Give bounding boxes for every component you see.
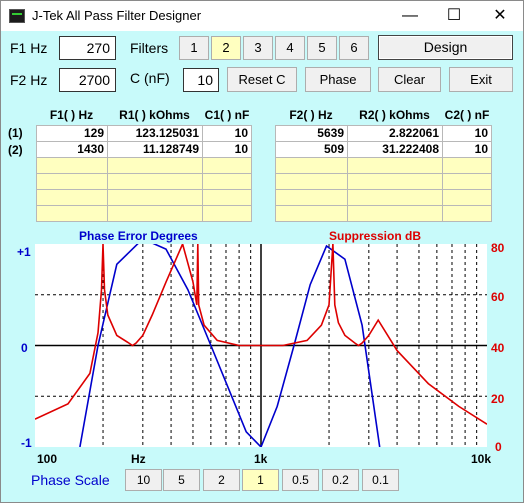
left-tick-top: +1 <box>17 245 31 259</box>
x-tick-100: 100 <box>37 452 58 466</box>
table2-cell <box>275 205 348 222</box>
table2-cell <box>275 173 348 190</box>
table2-cell: 509 <box>275 141 348 158</box>
phase-button[interactable]: Phase <box>305 67 371 92</box>
capacitance-label: C (nF) <box>130 70 170 86</box>
f2-input[interactable]: 2700 <box>59 68 116 92</box>
maximize-button[interactable]: ☐ <box>446 7 462 24</box>
table2-cell <box>442 157 492 174</box>
table1-header-r1: R1( ) kOhms <box>119 108 190 122</box>
table1-cell <box>36 173 108 190</box>
close-button[interactable]: ✕ <box>493 7 507 24</box>
phase-scale-label: Phase Scale <box>31 472 110 488</box>
phase-error-title: Phase Error Degrees <box>79 229 198 243</box>
filter-2-button[interactable]: 2 <box>211 36 241 60</box>
phase-scale-0.1-button[interactable]: 0.1 <box>362 469 399 491</box>
table2-cell <box>442 173 492 190</box>
phase-scale-2-button[interactable]: 2 <box>203 469 240 491</box>
plot-svg <box>34 237 488 449</box>
table1-cell <box>36 205 108 222</box>
right-tick-80: 80 <box>491 241 505 255</box>
phase-scale-10-button[interactable]: 10 <box>125 469 162 491</box>
minimize-button[interactable]: — <box>402 7 418 24</box>
table2-cell: 31.222408 <box>347 141 443 158</box>
table1-cell: 11.128749 <box>107 141 203 158</box>
row-label-1: (1) <box>8 126 23 140</box>
table2-cell: 10 <box>442 125 492 142</box>
table1-cell <box>202 173 252 190</box>
table2-cell <box>347 157 443 174</box>
table1-cell: 10 <box>202 125 252 142</box>
filters-label: Filters <box>130 40 169 56</box>
table2-cell <box>347 173 443 190</box>
filter-1-button[interactable]: 1 <box>179 36 209 60</box>
x-tick-10k: 10k <box>471 452 492 466</box>
phase-scale-1-button[interactable]: 1 <box>242 469 279 491</box>
table2-cell <box>275 157 348 174</box>
table1-cell <box>107 157 203 174</box>
table2-cell <box>347 189 443 206</box>
phase-scale-0.2-button[interactable]: 0.2 <box>322 469 359 491</box>
filter-6-button[interactable]: 6 <box>339 36 369 60</box>
row-label-2: (2) <box>8 143 23 157</box>
table2-cell <box>347 205 443 222</box>
left-tick-bottom: -1 <box>21 436 32 450</box>
table2-header-c2: C2( ) nF <box>444 108 490 122</box>
table2-cell <box>442 189 492 206</box>
table1-header-f1: F1( ) Hz <box>49 108 94 122</box>
table2-cell <box>442 205 492 222</box>
table2-cell: 10 <box>442 141 492 158</box>
table2-header-r2: R2( ) kOhms <box>359 108 430 122</box>
design-button[interactable]: Design <box>378 35 513 60</box>
x-unit-hz: Hz <box>131 452 146 466</box>
filter-3-button[interactable]: 3 <box>243 36 273 60</box>
table1-cell <box>36 157 108 174</box>
table1-cell: 129 <box>36 125 108 142</box>
phase-scale-5-button[interactable]: 5 <box>163 469 200 491</box>
filter-4-button[interactable]: 4 <box>275 36 305 60</box>
f1-label: F1 Hz <box>10 40 48 56</box>
table1-cell <box>107 173 203 190</box>
table1-cell <box>107 205 203 222</box>
table1-cell <box>107 189 203 206</box>
table1-cell <box>202 157 252 174</box>
table2-cell: 2.822061 <box>347 125 443 142</box>
filter-5-button[interactable]: 5 <box>307 36 337 60</box>
reset-c-button[interactable]: Reset C <box>227 67 297 92</box>
window-title: J-Tek All Pass Filter Designer <box>32 8 202 23</box>
phase-scale-0.5-button[interactable]: 0.5 <box>282 469 319 491</box>
table1-cell <box>202 189 252 206</box>
exit-button[interactable]: Exit <box>449 67 513 92</box>
table1-cell: 123.125031 <box>107 125 203 142</box>
app-icon <box>9 9 25 23</box>
right-tick-60: 60 <box>491 290 505 304</box>
right-tick-0: 0 <box>495 440 502 454</box>
f1-input[interactable]: 270 <box>59 36 116 60</box>
table2-cell: 5639 <box>275 125 348 142</box>
left-tick-zero: 0 <box>21 341 28 355</box>
phase-error-series <box>79 237 381 449</box>
right-tick-20: 20 <box>491 392 505 406</box>
table1-cell <box>202 205 252 222</box>
table1-cell: 10 <box>202 141 252 158</box>
table2-header-f2: F2( ) Hz <box>289 108 333 122</box>
frequency-response-chart <box>34 237 488 449</box>
title-bar: J-Tek All Pass Filter Designer — ☐ ✕ <box>1 1 523 31</box>
table2-cell <box>275 189 348 206</box>
suppression-series <box>34 241 488 425</box>
table1-header-c1: C1( ) nF <box>204 108 250 122</box>
suppression-title: Suppression dB <box>329 229 422 243</box>
clear-button[interactable]: Clear <box>378 67 441 92</box>
table1-cell: 1430 <box>36 141 108 158</box>
capacitance-input[interactable]: 10 <box>183 68 219 92</box>
x-tick-1k: 1k <box>254 452 268 466</box>
right-tick-40: 40 <box>491 341 505 355</box>
f2-label: F2 Hz <box>10 72 48 88</box>
table1-cell <box>36 189 108 206</box>
